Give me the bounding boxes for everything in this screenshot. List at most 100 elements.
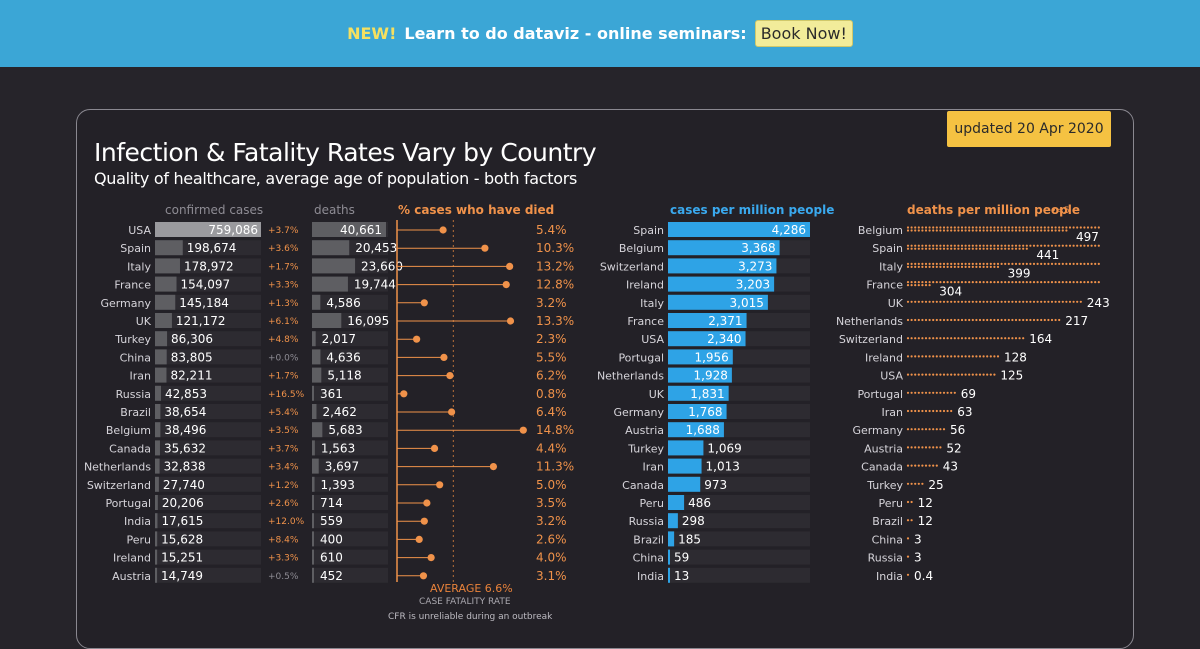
dpm-dot [1090,262,1093,265]
deaths-bar-track [312,495,388,510]
dpm-dot [1058,226,1061,229]
dpm-dot [953,318,956,322]
dpm-dot [910,318,913,322]
dpm-dot [917,446,920,449]
dpm-dot [960,355,964,358]
dpm-dot [1094,281,1097,284]
dpm-dot [1043,300,1046,303]
dpm-dot [921,300,924,303]
dpm-dot [914,355,917,358]
dpm-dot [1014,226,1018,229]
dpm-dot [921,391,924,394]
dpm-dot [932,391,935,394]
dpm-dot [953,247,956,250]
cpm-bar [668,440,704,456]
cases-bar [155,567,158,583]
dpm-dot [996,337,1000,340]
deaths-bar-track [312,385,388,401]
cases-country-label: Portugal [105,497,151,510]
cpm-bar [668,513,678,529]
dpm-dot [921,281,924,284]
dpm-dot [1022,300,1025,303]
dpm-dot [924,337,928,340]
deaths-value-label: 714 [320,496,343,510]
dpm-dot [928,284,931,287]
cases-value-label: 83,805 [171,350,213,364]
dpm-dot [914,391,917,394]
dpm-dot [1018,300,1021,303]
dpm-dot [910,482,913,485]
dpm-dot [939,226,942,229]
dpm-dot [978,247,982,250]
cases-country-label: Peru [126,533,151,546]
dpm-dot [982,281,985,284]
dpm-dot [950,409,953,413]
dpm-dot [968,355,971,358]
dpm-dot [1022,318,1025,322]
cases-growth-label: +4.8% [268,335,299,345]
dpm-dot [928,318,931,322]
dpm-dot [968,300,971,303]
cases-country-label: France [114,279,151,292]
dpm-dot [953,373,956,376]
deaths-value-label: 400 [320,532,343,546]
cpm-country-label: Portugal [618,351,664,364]
chart-svg: USA 759,086 +3.7% Spain 198,674 +3.6% Italy 178… [84,220,1110,583]
book-now-button[interactable]: Book Now! [754,20,853,47]
dpm-value-label: 441 [1036,248,1059,262]
dpm-dot [993,226,996,229]
dpm-dot [921,337,924,340]
average-label: AVERAGE 6.6% [430,582,513,595]
dpm-dot [1086,281,1090,284]
dpm-dot [932,464,935,467]
dpm-dot [982,337,985,340]
dpm-country-label: India [876,570,903,583]
dpm-dot [939,428,942,431]
dpm-dot [910,229,913,232]
dpm-dot [939,355,942,358]
dpm-dot [971,229,974,232]
dpm-dot [953,337,956,340]
dpm-dot [928,428,931,431]
dpm-dot [1000,244,1003,247]
dpm-dot [1058,244,1061,247]
cfr-value-label: 3.5% [536,496,567,510]
dpm-dot [1032,281,1036,284]
dpm-value-label: 217 [1065,314,1088,328]
dpm-dot [914,464,917,467]
dpm-dot [1011,244,1014,247]
dpm-dot [982,355,985,358]
dpm-dot [928,355,931,358]
dpm-dot [946,300,949,303]
dpm-dot [989,337,992,340]
dpm-dot [917,482,920,485]
cpm-value-label: 185 [678,532,701,546]
dpm-dot [953,244,956,247]
dpm-dot [1004,247,1007,250]
dpm-dot [946,318,949,322]
dpm-dot [986,281,989,284]
cases-bar [155,258,180,274]
dpm-dot [975,265,978,268]
dpm-dot [996,300,1000,303]
dpm-dot [924,244,928,247]
dpm-dot [1054,281,1057,284]
dpm-dot [953,281,956,284]
cpm-bar [668,404,727,419]
cpm-country-label: Spain [633,224,664,237]
cpm-value-label: 973 [704,478,727,492]
dpm-dot [914,284,917,287]
cases-value-label: 17,615 [161,514,203,528]
dpm-dot [1079,262,1082,265]
cases-bar [155,404,161,419]
dpm-value-label: 125 [1000,369,1023,383]
dpm-dot [939,409,942,413]
dpm-dot [1011,247,1014,250]
dpm-dot [939,244,942,247]
dpm-dot [906,464,910,467]
dpm-dot [1036,226,1039,229]
cfr-value-label: 2.6% [536,532,567,546]
dpm-dot [1032,300,1036,303]
dpm-dot [960,262,964,265]
deaths-bar-track [312,513,388,529]
